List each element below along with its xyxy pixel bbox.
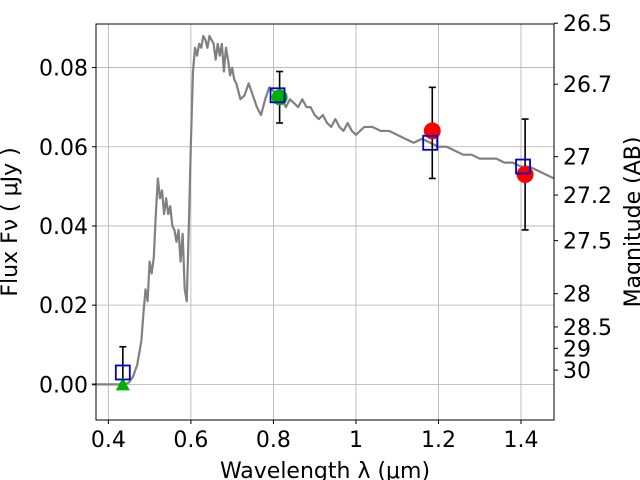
plot-frame — [95, 23, 555, 421]
x-tick-label: 1.4 — [503, 428, 538, 453]
y2-axis-title: Magnitude (AB) — [621, 137, 640, 308]
y-tick-label: 0.08 — [39, 57, 88, 82]
model-sed-line — [91, 34, 555, 386]
x-tick-label: 1 — [349, 428, 363, 453]
y2-tick-label: 30 — [563, 359, 591, 384]
data-series — [91, 34, 555, 391]
x-tick-label: 0.4 — [91, 428, 126, 453]
y-tick-label: 0.04 — [39, 215, 88, 240]
blue-square-marker — [269, 87, 286, 104]
y2-tick-label: 27.2 — [563, 184, 612, 209]
y-tick-label: 0.02 — [39, 294, 88, 319]
x-tick-label: 0.8 — [256, 428, 291, 453]
blue-square-marker — [114, 364, 131, 381]
plot-background — [96, 24, 554, 420]
y-tick-label: 0.06 — [39, 136, 88, 161]
y2-tick-label: 26.5 — [563, 12, 612, 37]
blue-square-marker — [422, 134, 439, 151]
y2-tick-label: 29 — [563, 337, 591, 362]
y-axis-title: Flux Fν ( μJy ) — [0, 147, 23, 296]
y2-tick-label: 26.7 — [563, 73, 612, 98]
y2-tick-label: 27 — [563, 146, 591, 171]
y2-tick-label: 28.5 — [563, 316, 612, 341]
x-axis-title: Wavelength λ (μm) — [220, 459, 430, 480]
y2-tick-label: 28 — [563, 283, 591, 308]
red-circle-marker — [423, 122, 441, 140]
blue-square-marker — [515, 158, 531, 175]
y-tick-label: 0.00 — [39, 373, 88, 398]
green-triangle-marker — [115, 377, 130, 391]
x-tick-label: 1.2 — [421, 428, 456, 453]
green-circle-marker — [271, 89, 288, 106]
x-tick-label: 0.6 — [173, 428, 208, 453]
red-circle-marker — [516, 165, 534, 183]
axis-ticks: 0.4 0.6 0.8 1 1.2 1.4 0.00 0.02 0.04 0.06 0.08 26.5… — [39, 12, 612, 453]
y2-tick-label: 27.5 — [563, 230, 612, 255]
